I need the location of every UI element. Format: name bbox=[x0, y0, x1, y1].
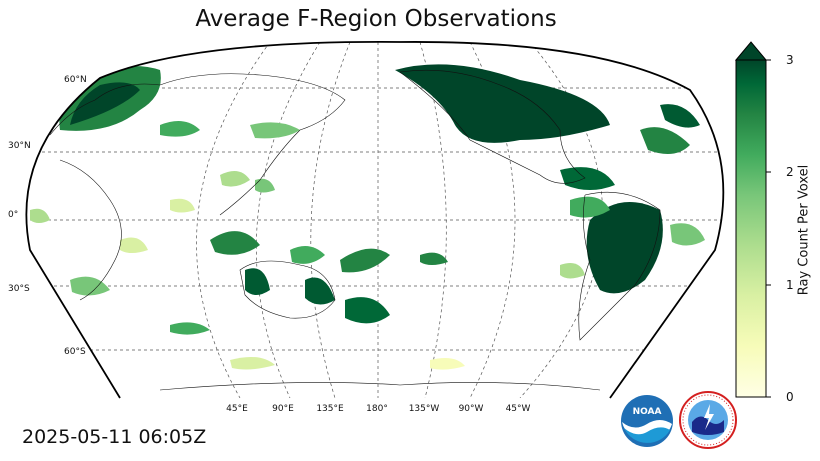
lon-label-180: 180° bbox=[366, 404, 388, 414]
lat-label-30n: 30°N bbox=[8, 141, 31, 151]
lon-label-135e: 135°E bbox=[316, 404, 344, 414]
lon-label-90e: 90°E bbox=[272, 404, 294, 414]
lat-label-0: 0° bbox=[8, 210, 19, 220]
svg-text:NOAA: NOAA bbox=[633, 407, 662, 417]
lon-label-135w: 135°W bbox=[408, 404, 440, 414]
timestamp: 2025-05-11 06:05Z bbox=[22, 426, 207, 448]
lon-label-90w: 90°W bbox=[458, 404, 484, 414]
nws-logo-icon bbox=[679, 391, 737, 449]
colorbar-tick-2: 2 bbox=[786, 165, 794, 179]
colorbar-tick-1: 1 bbox=[786, 278, 794, 292]
ray-count-field bbox=[30, 64, 705, 370]
chart-title: Average F-Region Observations bbox=[195, 6, 557, 32]
region-south-america bbox=[586, 202, 663, 294]
colorbar-gradient bbox=[735, 59, 767, 398]
colorbar-tick-3: 3 bbox=[786, 53, 794, 67]
lat-label-30s: 30°S bbox=[8, 284, 30, 294]
coastlines bbox=[49, 69, 661, 391]
lon-label-45e: 45°E bbox=[226, 404, 248, 414]
lat-label-60s: 60°S bbox=[64, 347, 86, 357]
colorbar-extend-arrow bbox=[735, 41, 768, 61]
map-boundary bbox=[25, 41, 725, 399]
world-map bbox=[25, 41, 725, 399]
colorbar bbox=[735, 41, 771, 398]
colorbar-label: Ray Count Per Voxel bbox=[796, 164, 812, 296]
noaa-logo-icon: NOAA bbox=[621, 395, 673, 447]
colorbar-tick-0: 0 bbox=[786, 390, 794, 404]
region-north-america bbox=[395, 64, 610, 143]
lon-label-45w: 45°W bbox=[505, 404, 531, 414]
lat-label-60n: 60°N bbox=[64, 75, 87, 85]
